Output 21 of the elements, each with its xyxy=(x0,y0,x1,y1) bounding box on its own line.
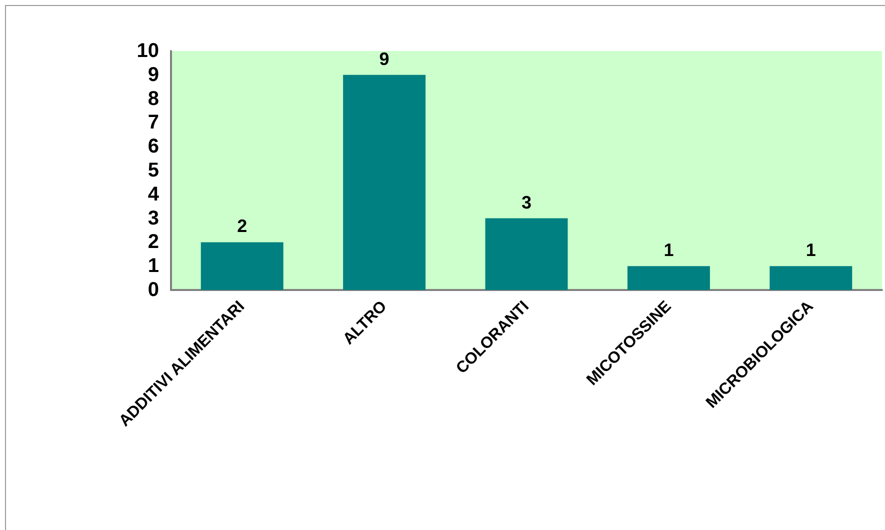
y-tick-label: 7 xyxy=(148,112,159,134)
data-label: 2 xyxy=(237,216,248,236)
y-tick-label: 10 xyxy=(136,40,159,62)
data-label: 3 xyxy=(521,192,532,212)
data-label: 1 xyxy=(664,240,674,260)
y-tick-label: 5 xyxy=(148,160,159,182)
y-tick-label: 3 xyxy=(148,207,159,230)
data-label: 9 xyxy=(379,48,390,69)
y-tick-label: 0 xyxy=(148,279,159,301)
y-tick-label: 4 xyxy=(148,183,160,206)
y-tick-label: 6 xyxy=(148,136,159,158)
bar xyxy=(343,74,426,290)
bar xyxy=(200,242,284,290)
y-tick-label: 9 xyxy=(148,64,159,86)
bar xyxy=(770,266,852,290)
y-tick-label: 8 xyxy=(148,88,159,110)
bar xyxy=(485,218,568,290)
data-label: 1 xyxy=(806,240,816,260)
bar xyxy=(627,266,710,290)
y-tick-label: 1 xyxy=(148,255,159,278)
y-tick-label: 2 xyxy=(148,231,159,254)
